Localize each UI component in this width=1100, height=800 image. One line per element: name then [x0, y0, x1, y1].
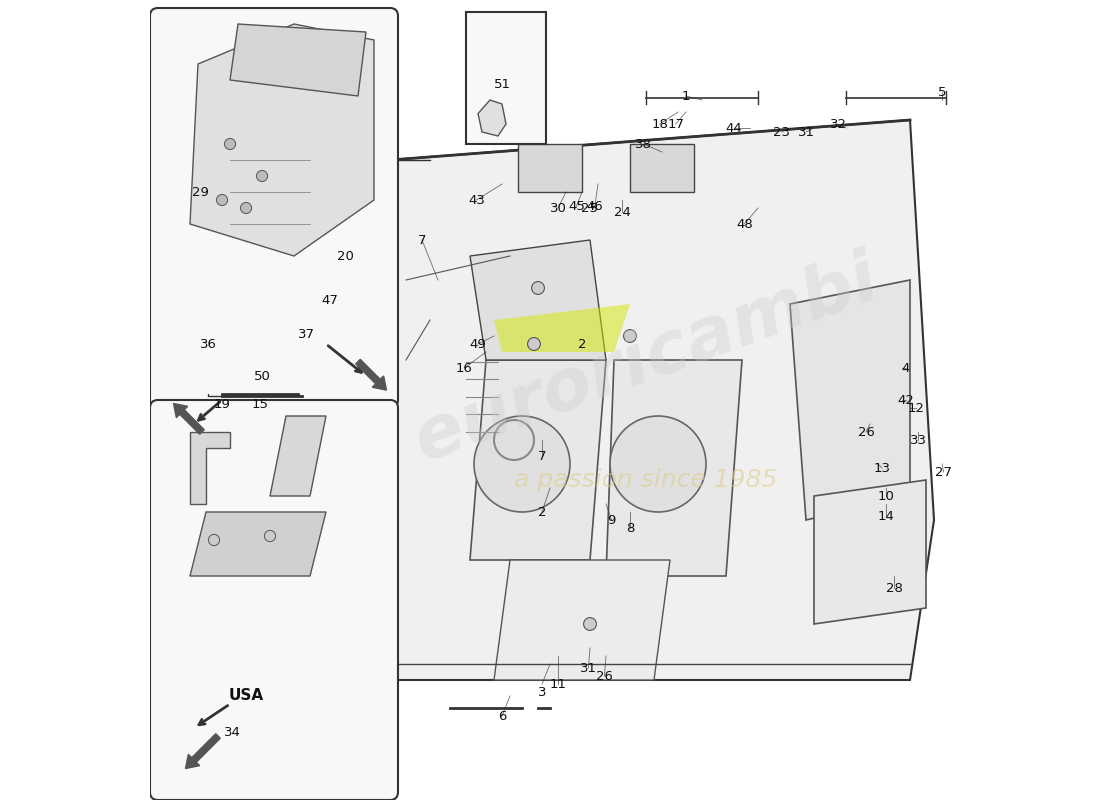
Text: 28: 28	[886, 582, 902, 594]
Text: 12: 12	[908, 402, 924, 414]
FancyArrow shape	[174, 403, 205, 434]
Polygon shape	[470, 240, 606, 360]
Polygon shape	[470, 360, 606, 560]
Text: 33: 33	[910, 434, 926, 446]
Text: 23: 23	[773, 126, 791, 138]
Text: 11: 11	[550, 678, 566, 690]
Text: 4: 4	[902, 362, 910, 374]
Polygon shape	[814, 480, 926, 624]
Text: 51: 51	[494, 78, 510, 90]
Circle shape	[241, 202, 252, 214]
Polygon shape	[518, 144, 582, 192]
Circle shape	[528, 338, 540, 350]
Text: 47: 47	[321, 294, 339, 306]
Text: USA: USA	[229, 689, 264, 703]
Text: 1: 1	[682, 90, 691, 102]
Circle shape	[264, 530, 276, 542]
Text: 38: 38	[635, 138, 652, 150]
Polygon shape	[230, 24, 366, 96]
Text: 2: 2	[538, 506, 547, 518]
Text: 7: 7	[538, 450, 547, 462]
Text: 43: 43	[468, 194, 485, 206]
FancyBboxPatch shape	[150, 400, 398, 800]
Text: 25: 25	[582, 202, 598, 214]
Text: 27: 27	[935, 466, 953, 478]
Circle shape	[224, 138, 235, 150]
Text: 34: 34	[224, 726, 241, 738]
Text: 2: 2	[578, 338, 586, 350]
Text: 9: 9	[607, 514, 616, 526]
Text: 20: 20	[337, 250, 353, 262]
FancyArrow shape	[186, 734, 220, 769]
Text: 8: 8	[626, 522, 635, 534]
Polygon shape	[190, 512, 326, 576]
FancyBboxPatch shape	[150, 8, 398, 408]
Polygon shape	[478, 100, 506, 136]
Text: 49: 49	[470, 338, 486, 350]
Circle shape	[610, 416, 706, 512]
Text: 45: 45	[568, 200, 585, 213]
Text: 31: 31	[580, 662, 597, 674]
Text: 50: 50	[254, 370, 271, 382]
Text: 32: 32	[829, 118, 847, 130]
Text: 17: 17	[667, 118, 684, 130]
Text: 14: 14	[878, 510, 894, 522]
Text: 26: 26	[596, 670, 613, 682]
Polygon shape	[630, 144, 694, 192]
Text: 30: 30	[550, 202, 566, 214]
Text: 15: 15	[252, 398, 268, 410]
Polygon shape	[606, 360, 742, 576]
Text: 42: 42	[898, 394, 914, 406]
Polygon shape	[190, 24, 374, 256]
Text: 46: 46	[586, 200, 603, 213]
Text: 19: 19	[213, 398, 230, 410]
Text: 48: 48	[736, 218, 752, 230]
Text: 36: 36	[200, 338, 217, 350]
Bar	[466, 12, 546, 144]
Polygon shape	[190, 432, 230, 504]
Circle shape	[531, 282, 544, 294]
Circle shape	[208, 534, 220, 546]
Text: 6: 6	[498, 710, 506, 722]
Polygon shape	[494, 304, 630, 352]
Text: 44: 44	[726, 122, 742, 134]
Circle shape	[624, 330, 637, 342]
Text: 26: 26	[858, 426, 874, 438]
Text: 31: 31	[798, 126, 814, 138]
Text: 18: 18	[651, 118, 668, 130]
Text: 37: 37	[298, 328, 316, 341]
Circle shape	[256, 170, 267, 182]
Text: 3: 3	[538, 686, 547, 698]
FancyArrow shape	[355, 359, 386, 390]
Circle shape	[474, 416, 570, 512]
Polygon shape	[270, 416, 326, 496]
Text: 10: 10	[878, 490, 894, 502]
Polygon shape	[374, 120, 934, 680]
Text: a passion since 1985: a passion since 1985	[515, 468, 778, 492]
Text: 16: 16	[456, 362, 473, 374]
Polygon shape	[494, 560, 670, 680]
Circle shape	[217, 194, 228, 206]
Circle shape	[584, 618, 596, 630]
Text: 13: 13	[873, 462, 891, 474]
Text: euroricambi: euroricambi	[405, 244, 888, 476]
Text: 24: 24	[614, 206, 630, 218]
Text: 7: 7	[418, 234, 427, 246]
Polygon shape	[790, 280, 910, 520]
Text: 29: 29	[192, 186, 209, 198]
Text: 5: 5	[937, 86, 946, 98]
